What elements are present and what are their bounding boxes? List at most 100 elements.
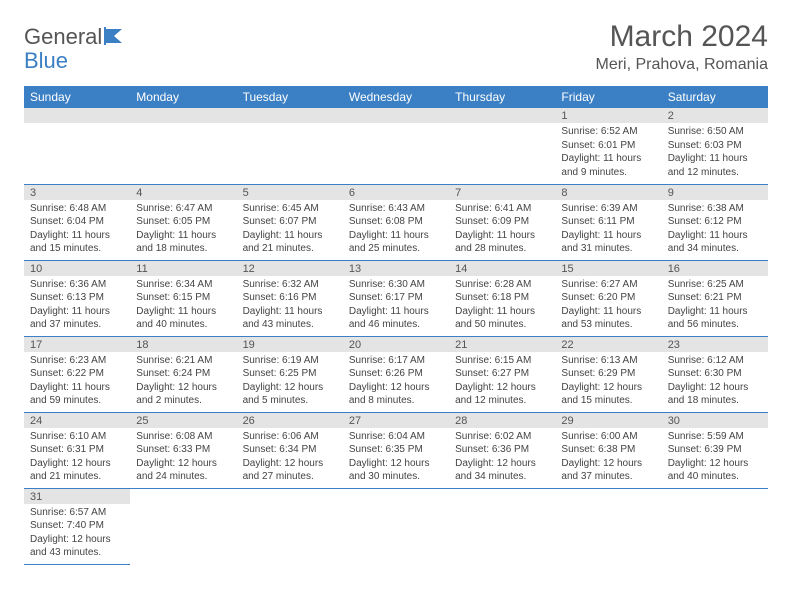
calendar-cell	[343, 488, 449, 564]
daylight-text-1: Daylight: 11 hours	[455, 305, 549, 319]
sunrise-text: Sunrise: 6:52 AM	[561, 125, 655, 139]
header: General March 2024 Meri, Prahova, Romani…	[24, 20, 768, 74]
daylight-text-1: Daylight: 11 hours	[349, 305, 443, 319]
calendar-cell: 5Sunrise: 6:45 AMSunset: 6:07 PMDaylight…	[237, 184, 343, 260]
day-header: Thursday	[449, 86, 555, 108]
day-content: Sunrise: 6:48 AMSunset: 6:04 PMDaylight:…	[24, 200, 130, 260]
daylight-text-2: and 30 minutes.	[349, 470, 443, 484]
daylight-text-1: Daylight: 11 hours	[455, 229, 549, 243]
sunrise-text: Sunrise: 6:25 AM	[668, 278, 762, 292]
sunset-text: Sunset: 6:07 PM	[243, 215, 337, 229]
day-content: Sunrise: 6:52 AMSunset: 6:01 PMDaylight:…	[555, 123, 661, 183]
day-number: 23	[662, 337, 768, 352]
title-block: March 2024 Meri, Prahova, Romania	[595, 20, 768, 74]
day-number: 11	[130, 261, 236, 276]
sunset-text: Sunset: 6:36 PM	[455, 443, 549, 457]
daylight-text-1: Daylight: 12 hours	[349, 381, 443, 395]
sunrise-text: Sunrise: 6:41 AM	[455, 202, 549, 216]
sunrise-text: Sunrise: 6:27 AM	[561, 278, 655, 292]
calendar-table: SundayMondayTuesdayWednesdayThursdayFrid…	[24, 86, 768, 565]
day-number-empty	[24, 108, 130, 123]
day-content: Sunrise: 6:12 AMSunset: 6:30 PMDaylight:…	[662, 352, 768, 412]
calendar-cell: 14Sunrise: 6:28 AMSunset: 6:18 PMDayligh…	[449, 260, 555, 336]
calendar-cell: 27Sunrise: 6:04 AMSunset: 6:35 PMDayligh…	[343, 412, 449, 488]
day-number: 14	[449, 261, 555, 276]
empty-cell	[237, 123, 343, 184]
daylight-text-1: Daylight: 12 hours	[30, 457, 124, 471]
sunset-text: Sunset: 6:16 PM	[243, 291, 337, 305]
calendar-cell: 2Sunrise: 6:50 AMSunset: 6:03 PMDaylight…	[662, 108, 768, 184]
day-content: Sunrise: 6:23 AMSunset: 6:22 PMDaylight:…	[24, 352, 130, 412]
daylight-text-1: Daylight: 12 hours	[455, 457, 549, 471]
sunrise-text: Sunrise: 6:34 AM	[136, 278, 230, 292]
day-number: 21	[449, 337, 555, 352]
calendar-cell: 23Sunrise: 6:12 AMSunset: 6:30 PMDayligh…	[662, 336, 768, 412]
sunset-text: Sunset: 6:39 PM	[668, 443, 762, 457]
calendar-cell: 25Sunrise: 6:08 AMSunset: 6:33 PMDayligh…	[130, 412, 236, 488]
calendar-cell	[130, 108, 236, 184]
daylight-text-1: Daylight: 11 hours	[668, 229, 762, 243]
day-number: 22	[555, 337, 661, 352]
calendar-cell: 18Sunrise: 6:21 AMSunset: 6:24 PMDayligh…	[130, 336, 236, 412]
calendar-cell: 19Sunrise: 6:19 AMSunset: 6:25 PMDayligh…	[237, 336, 343, 412]
sunset-text: Sunset: 6:11 PM	[561, 215, 655, 229]
sunrise-text: Sunrise: 6:43 AM	[349, 202, 443, 216]
daylight-text-2: and 37 minutes.	[30, 318, 124, 332]
sunrise-text: Sunrise: 6:04 AM	[349, 430, 443, 444]
day-number: 17	[24, 337, 130, 352]
daylight-text-2: and 12 minutes.	[668, 166, 762, 180]
daylight-text-1: Daylight: 12 hours	[136, 381, 230, 395]
daylight-text-2: and 46 minutes.	[349, 318, 443, 332]
day-content: Sunrise: 6:02 AMSunset: 6:36 PMDaylight:…	[449, 428, 555, 488]
sunrise-text: Sunrise: 6:28 AM	[455, 278, 549, 292]
daylight-text-2: and 12 minutes.	[455, 394, 549, 408]
day-number-empty	[449, 108, 555, 123]
sunrise-text: Sunrise: 6:30 AM	[349, 278, 443, 292]
daylight-text-2: and 24 minutes.	[136, 470, 230, 484]
day-number: 25	[130, 413, 236, 428]
calendar-cell: 9Sunrise: 6:38 AMSunset: 6:12 PMDaylight…	[662, 184, 768, 260]
sunset-text: Sunset: 6:35 PM	[349, 443, 443, 457]
daylight-text-2: and 9 minutes.	[561, 166, 655, 180]
calendar-cell: 20Sunrise: 6:17 AMSunset: 6:26 PMDayligh…	[343, 336, 449, 412]
sunset-text: Sunset: 6:20 PM	[561, 291, 655, 305]
calendar-cell: 15Sunrise: 6:27 AMSunset: 6:20 PMDayligh…	[555, 260, 661, 336]
daylight-text-2: and 40 minutes.	[136, 318, 230, 332]
logo: General	[24, 24, 126, 50]
day-number: 31	[24, 489, 130, 504]
sunset-text: Sunset: 6:31 PM	[30, 443, 124, 457]
calendar-week: 1Sunrise: 6:52 AMSunset: 6:01 PMDaylight…	[24, 108, 768, 184]
sunrise-text: Sunrise: 6:38 AM	[668, 202, 762, 216]
calendar-body: 1Sunrise: 6:52 AMSunset: 6:01 PMDaylight…	[24, 108, 768, 564]
calendar-cell	[130, 488, 236, 564]
sunrise-text: Sunrise: 6:12 AM	[668, 354, 762, 368]
day-content: Sunrise: 6:19 AMSunset: 6:25 PMDaylight:…	[237, 352, 343, 412]
daylight-text-1: Daylight: 11 hours	[243, 305, 337, 319]
daylight-text-1: Daylight: 12 hours	[30, 533, 124, 547]
sunset-text: Sunset: 6:33 PM	[136, 443, 230, 457]
sunrise-text: Sunrise: 6:36 AM	[30, 278, 124, 292]
day-content: Sunrise: 6:28 AMSunset: 6:18 PMDaylight:…	[449, 276, 555, 336]
day-number: 29	[555, 413, 661, 428]
day-content: Sunrise: 6:10 AMSunset: 6:31 PMDaylight:…	[24, 428, 130, 488]
sunrise-text: Sunrise: 6:10 AM	[30, 430, 124, 444]
calendar-cell: 1Sunrise: 6:52 AMSunset: 6:01 PMDaylight…	[555, 108, 661, 184]
calendar-week: 10Sunrise: 6:36 AMSunset: 6:13 PMDayligh…	[24, 260, 768, 336]
calendar-cell: 11Sunrise: 6:34 AMSunset: 6:15 PMDayligh…	[130, 260, 236, 336]
daylight-text-2: and 5 minutes.	[243, 394, 337, 408]
day-header: Saturday	[662, 86, 768, 108]
daylight-text-1: Daylight: 12 hours	[455, 381, 549, 395]
sunset-text: Sunset: 6:13 PM	[30, 291, 124, 305]
day-number: 26	[237, 413, 343, 428]
day-content: Sunrise: 6:41 AMSunset: 6:09 PMDaylight:…	[449, 200, 555, 260]
sunrise-text: Sunrise: 6:32 AM	[243, 278, 337, 292]
calendar-week: 17Sunrise: 6:23 AMSunset: 6:22 PMDayligh…	[24, 336, 768, 412]
day-number: 5	[237, 185, 343, 200]
sunrise-text: Sunrise: 6:23 AM	[30, 354, 124, 368]
calendar-cell: 12Sunrise: 6:32 AMSunset: 6:16 PMDayligh…	[237, 260, 343, 336]
daylight-text-2: and 56 minutes.	[668, 318, 762, 332]
daylight-text-2: and 53 minutes.	[561, 318, 655, 332]
day-content: Sunrise: 6:30 AMSunset: 6:17 PMDaylight:…	[343, 276, 449, 336]
day-header-row: SundayMondayTuesdayWednesdayThursdayFrid…	[24, 86, 768, 108]
daylight-text-2: and 43 minutes.	[243, 318, 337, 332]
